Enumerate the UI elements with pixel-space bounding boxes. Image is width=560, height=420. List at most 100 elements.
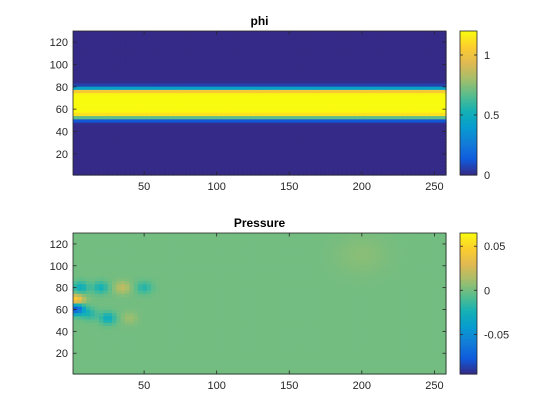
heatmap-cell [328, 268, 334, 273]
colorbar-swatch [460, 158, 477, 162]
heatmap-cell [350, 53, 356, 58]
heatmap-cell [441, 161, 447, 166]
heatmap-cell [419, 142, 425, 147]
heatmap-cell [359, 112, 365, 117]
heatmap-cell [406, 152, 412, 156]
heatmap-cell [207, 261, 213, 266]
heatmap-cell [419, 112, 425, 117]
heatmap-cell [103, 145, 109, 150]
heatmap-cell [354, 76, 360, 81]
heatmap-cell [164, 63, 170, 68]
heatmap-cell [125, 155, 130, 160]
heatmap-cell [259, 96, 265, 101]
heatmap-cell [376, 103, 382, 107]
heatmap-cell [428, 242, 434, 247]
heatmap-cell [367, 76, 373, 81]
heatmap-cell [77, 63, 83, 68]
heatmap-cell [177, 255, 183, 260]
heatmap-cell [185, 119, 191, 124]
heatmap-cell [350, 76, 356, 81]
heatmap-cell [320, 142, 326, 147]
heatmap-cell [159, 122, 165, 127]
heatmap-cell [103, 70, 109, 75]
heatmap-cell [350, 122, 356, 127]
heatmap-cell [172, 34, 178, 39]
heatmap-cell [354, 252, 360, 257]
heatmap-cell [94, 152, 100, 156]
heatmap-cell [233, 47, 239, 52]
heatmap-cell [398, 145, 404, 150]
heatmap-cell [376, 96, 382, 101]
heatmap-cell [103, 171, 109, 176]
heatmap-cell [250, 158, 256, 163]
heatmap-cell [337, 249, 343, 253]
colorbar-swatch [460, 167, 477, 171]
heatmap-cell [125, 261, 130, 266]
heatmap-cell [259, 106, 265, 111]
heatmap-cell [272, 70, 278, 75]
heatmap-cell [198, 31, 204, 35]
heatmap-cell [428, 109, 434, 114]
heatmap-cell [203, 145, 209, 150]
heatmap-cell [419, 40, 425, 45]
colorbar-swatch [460, 112, 477, 116]
heatmap-cell [207, 161, 213, 166]
heatmap-cell [415, 103, 421, 107]
heatmap-cell [315, 83, 321, 88]
heatmap-cell [350, 145, 356, 150]
heatmap-cell [333, 233, 339, 237]
heatmap-cell [298, 145, 304, 150]
heatmap-cell [307, 57, 313, 62]
heatmap-cell [380, 252, 386, 257]
heatmap-cell [242, 73, 248, 78]
heatmap-cell [229, 34, 235, 39]
heatmap-cell [207, 31, 213, 35]
heatmap-cell [294, 125, 300, 130]
heatmap-cell [389, 37, 395, 42]
heatmap-cell [441, 70, 447, 75]
heatmap-cell [376, 158, 382, 163]
heatmap-cell [263, 112, 269, 117]
heatmap-cell [268, 261, 274, 266]
heatmap-cell [81, 265, 87, 269]
heatmap-cell [138, 135, 143, 140]
heatmap-cell [159, 93, 165, 98]
heatmap-cell [164, 265, 170, 269]
heatmap-cell [229, 258, 235, 263]
heatmap-cell [289, 265, 295, 269]
heatmap-cell [185, 155, 191, 160]
heatmap-cell [380, 245, 386, 250]
heatmap-cell [333, 37, 339, 42]
heatmap-cell [103, 116, 109, 120]
heatmap-cell [120, 171, 126, 176]
heatmap-cell [419, 106, 425, 111]
heatmap-cell [194, 252, 200, 257]
heatmap-cell [216, 258, 222, 263]
heatmap-cell [99, 168, 104, 173]
heatmap-cell [428, 116, 434, 120]
heatmap-cell [94, 103, 100, 107]
heatmap-cell [198, 83, 204, 88]
heatmap-cell [77, 158, 83, 163]
heatmap-cell [181, 116, 187, 120]
heatmap-cell [242, 31, 248, 35]
heatmap-cell [406, 67, 412, 71]
heatmap-cell [289, 47, 295, 52]
heatmap-cell [77, 233, 83, 237]
heatmap-cell [94, 63, 100, 68]
heatmap-cell [86, 245, 91, 250]
heatmap-cell [393, 103, 399, 107]
heatmap-cell [272, 145, 278, 150]
heatmap-cell [77, 60, 83, 65]
heatmap-cell [294, 89, 300, 94]
heatmap-cell [242, 96, 248, 101]
heatmap-cell [233, 265, 239, 269]
heatmap-cell [367, 40, 373, 45]
heatmap-cell [285, 80, 291, 84]
heatmap-cell [159, 242, 165, 247]
heatmap-cell [112, 106, 117, 111]
heatmap-cell [354, 50, 360, 55]
heatmap-cell [107, 73, 113, 78]
heatmap-cell [367, 139, 373, 143]
heatmap-cell [246, 148, 252, 153]
